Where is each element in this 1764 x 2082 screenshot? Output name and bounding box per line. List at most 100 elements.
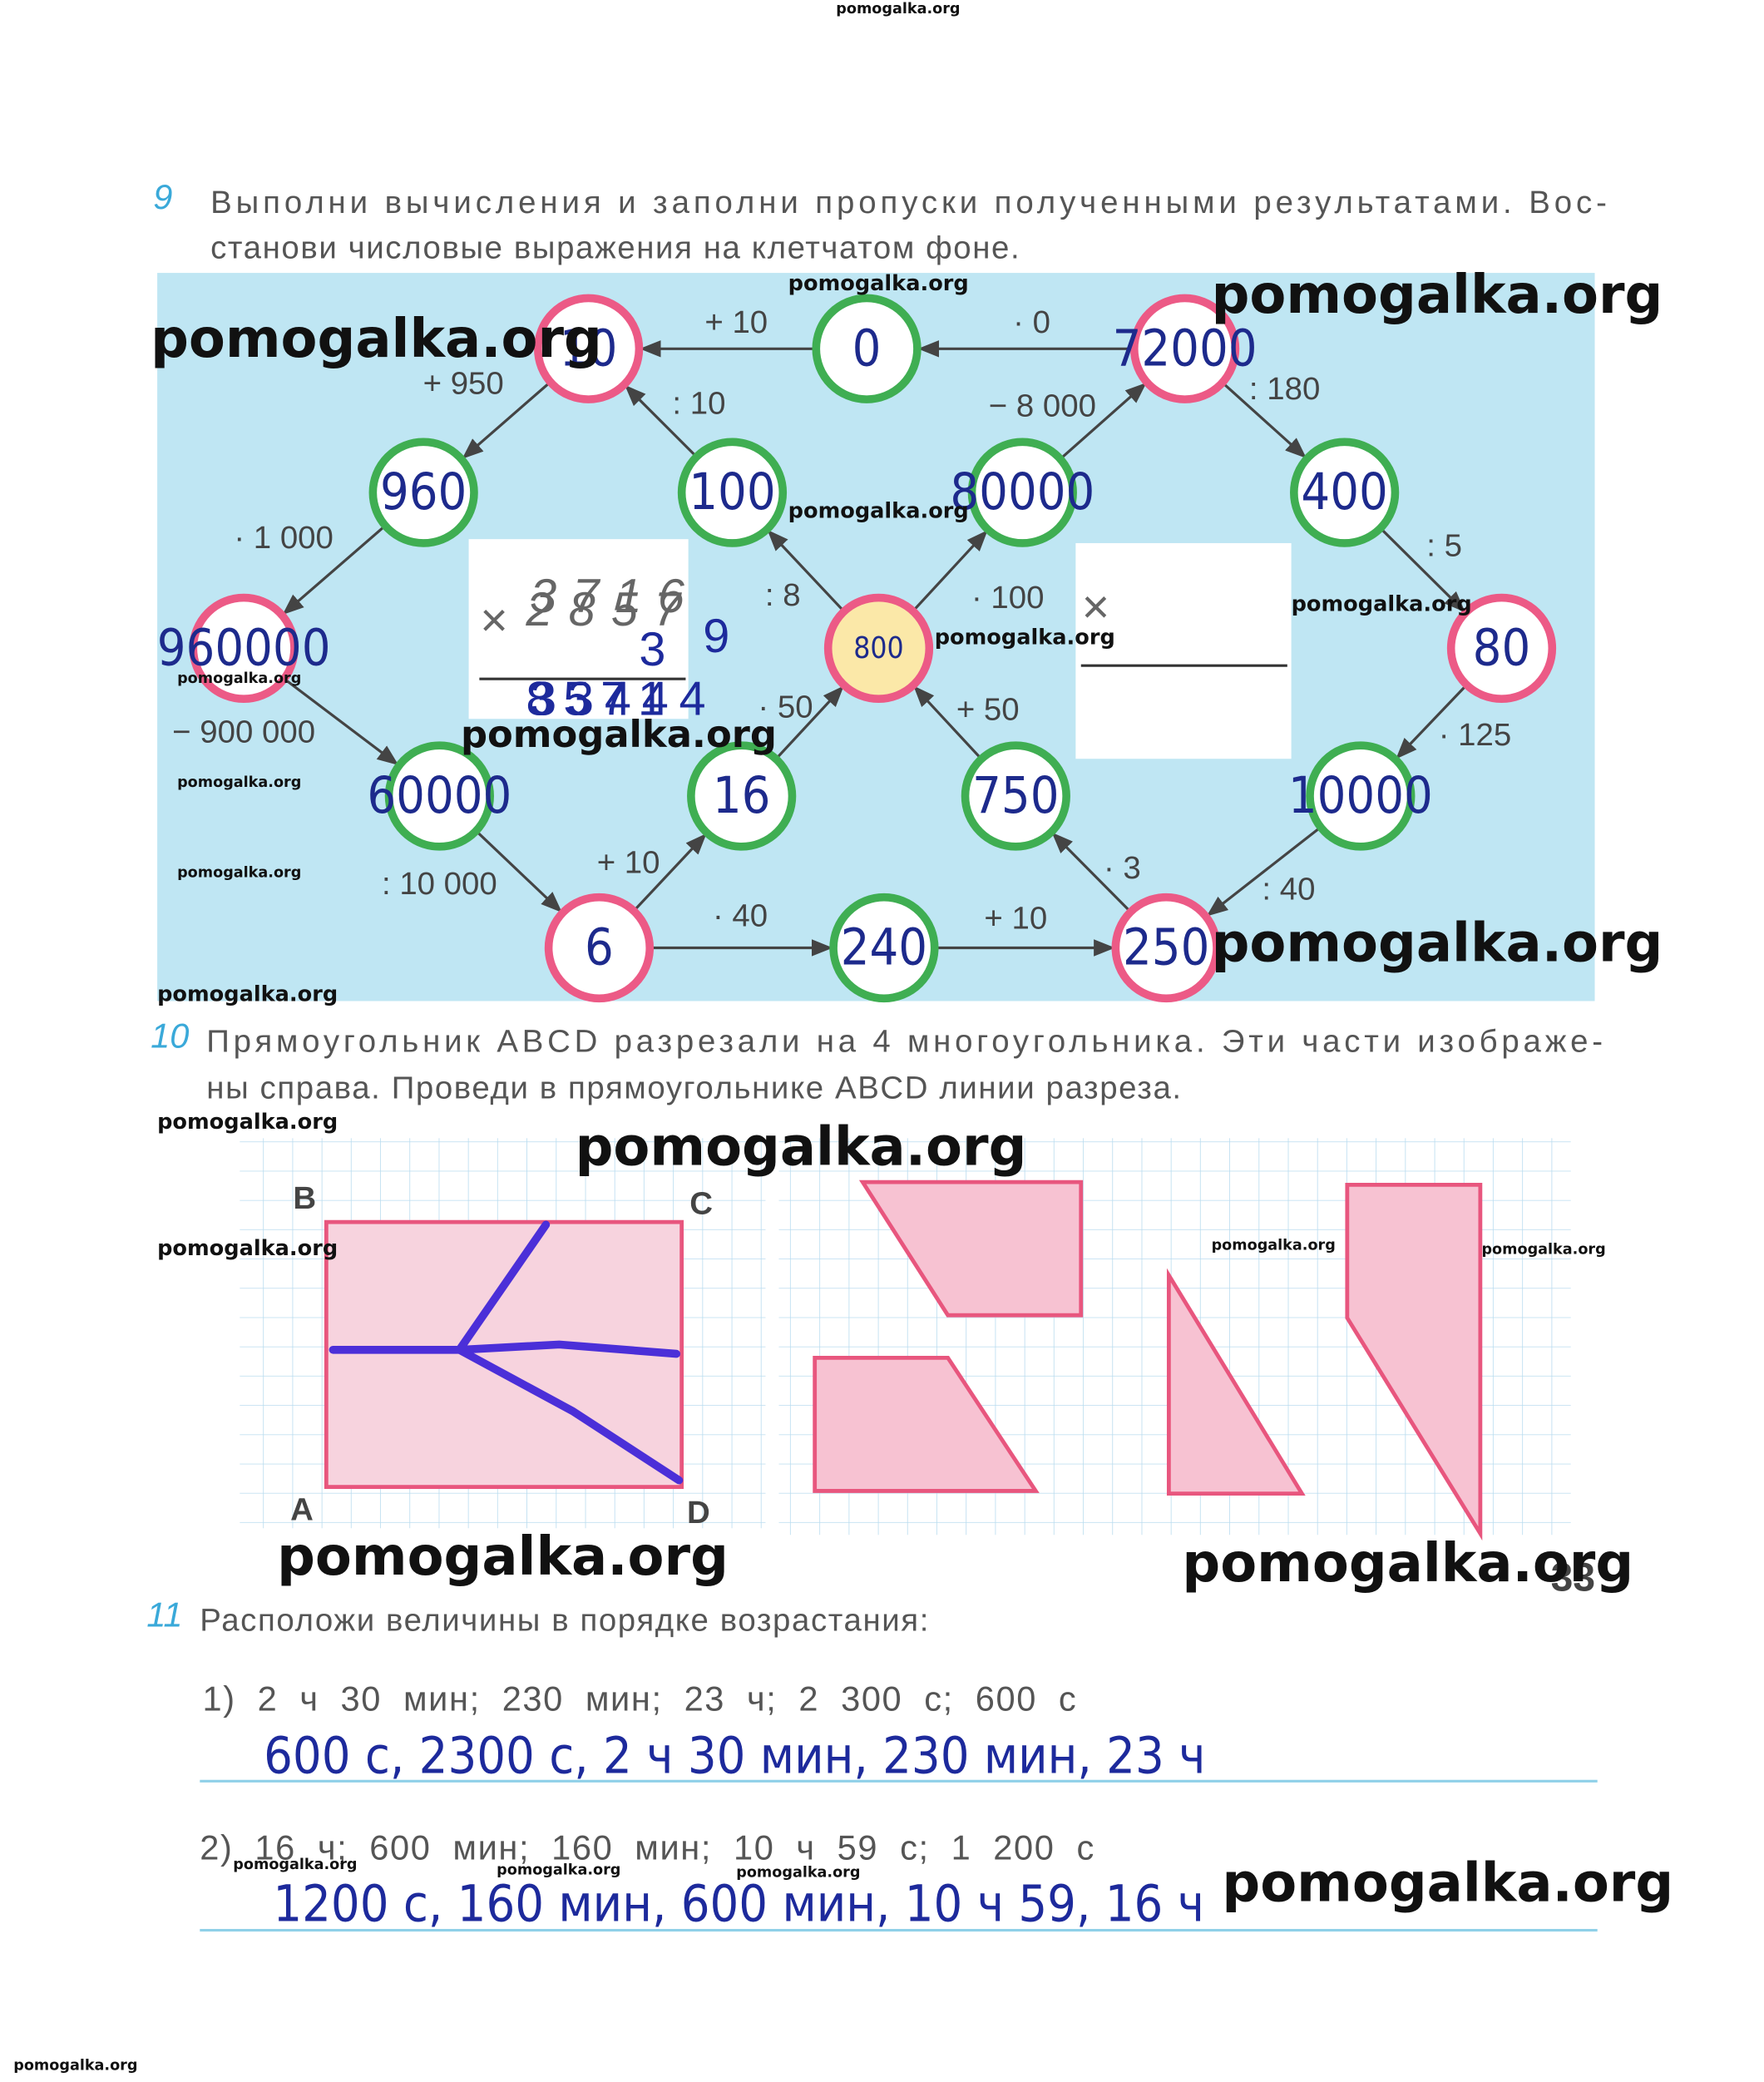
node-circle xyxy=(961,741,1070,851)
node-label: 960000 xyxy=(157,619,331,677)
node-circle xyxy=(1446,593,1557,704)
arrow xyxy=(625,384,698,458)
watermark: pomogalka.org xyxy=(157,1236,338,1261)
operation-label: : 8 xyxy=(765,577,801,613)
answer: 1200 с, 160 мин, 600 мин, 10 ч 59, 16 ч xyxy=(273,1875,1204,1933)
mult-sign: × xyxy=(479,594,507,647)
node-circle xyxy=(384,741,494,851)
watermark: pomogalka.org xyxy=(1182,1533,1633,1595)
operation-label: · 40 xyxy=(713,898,768,934)
arrow xyxy=(913,685,983,760)
watermark: pomogalka.org xyxy=(277,1526,729,1588)
watermark: pomogalka.org xyxy=(157,982,338,1006)
watermark: pomogalka.org xyxy=(177,865,301,882)
operation-label: : 180 xyxy=(1249,371,1320,407)
mult-factor: 3716 xyxy=(530,570,700,623)
operation-label: + 50 xyxy=(956,692,1020,728)
watermark: pomogalka.org xyxy=(788,499,969,524)
node-label: 400 xyxy=(1301,463,1387,522)
arrow xyxy=(632,833,707,912)
operation-label: · 50 xyxy=(758,689,813,724)
node-label: 60000 xyxy=(367,767,511,825)
arrow xyxy=(462,381,551,459)
operation-label: + 10 xyxy=(984,901,1047,937)
vertex-label: D xyxy=(687,1495,710,1531)
node-label: 80 xyxy=(1473,619,1531,677)
node-circle xyxy=(967,438,1077,547)
question: 2) 16 ч; 600 мин; 160 мин; 10 ч 59 с; 1 … xyxy=(200,1828,1095,1867)
operation-label: : 40 xyxy=(1262,872,1315,907)
operation-label: · 3 xyxy=(1104,850,1141,886)
mult-sign: × xyxy=(1081,581,1109,634)
watermark: pomogalka.org xyxy=(1212,912,1663,974)
task-text: станови числовые выражения на клетчатом … xyxy=(210,230,1020,265)
operation-label: · 1 000 xyxy=(234,520,334,556)
node-circle xyxy=(1129,294,1240,403)
mult-factor: 2857 xyxy=(525,583,696,636)
task-number: 9 xyxy=(153,177,172,216)
operation-label: + 950 xyxy=(423,365,504,401)
arrow xyxy=(475,829,562,913)
node-label: 800 xyxy=(853,631,903,665)
node-circle xyxy=(812,294,922,403)
vertex-label: C xyxy=(689,1186,713,1222)
node-circle xyxy=(189,593,299,704)
page-number: 33 xyxy=(1551,1555,1595,1600)
node-circle xyxy=(368,438,478,547)
operation-label: · 125 xyxy=(1439,717,1512,753)
watermark: pomogalka.org xyxy=(461,712,777,756)
calc-box xyxy=(468,539,689,720)
operation-label: : 10 000 xyxy=(382,866,497,902)
watermark: pomogalka.org xyxy=(576,1116,1027,1178)
node-label: 80000 xyxy=(950,463,1094,522)
node-circle xyxy=(1111,893,1221,1003)
pieces xyxy=(813,1179,1483,1541)
node-label: 6 xyxy=(585,918,614,977)
node-circle xyxy=(1306,741,1416,851)
task-text: Выполни вычисления и заполни пропуски по… xyxy=(210,185,1608,220)
operation-label: : 5 xyxy=(1426,528,1462,564)
node-circle xyxy=(823,593,934,704)
node-label: 750 xyxy=(972,767,1059,825)
watermark: pomogalka.org xyxy=(736,1865,860,1882)
operation-label: − 8 000 xyxy=(989,388,1096,424)
watermark: pomogalka.org xyxy=(497,1862,620,1878)
mult-factor: 9 xyxy=(703,610,729,663)
node-label: 0 xyxy=(852,319,882,378)
watermark: pomogalka.org xyxy=(157,1110,338,1135)
arrow xyxy=(282,524,387,616)
arrow xyxy=(283,677,399,765)
arrow xyxy=(1206,826,1322,917)
node-label: 240 xyxy=(841,918,927,977)
arrow xyxy=(1221,381,1307,459)
task-text: Прямоугольник ABCD разрезали на 4 многоу… xyxy=(206,1023,1603,1059)
operation-label: − 900 000 xyxy=(172,715,315,750)
watermark: pomogalka.org xyxy=(177,774,301,791)
node-label: 960 xyxy=(380,463,467,522)
watermark: pomogalka.org xyxy=(935,626,1115,650)
arrow xyxy=(774,685,844,760)
arrow xyxy=(767,529,846,613)
node-circle xyxy=(829,893,939,1003)
watermark: pomogalka.org xyxy=(13,2058,137,2075)
arrow xyxy=(1051,832,1132,913)
mult-result: 33444 xyxy=(530,672,716,725)
calc-box xyxy=(1075,542,1292,759)
task-text: ны справа. Проведи в прямоугольнике ABCD… xyxy=(206,1070,1182,1105)
watermark: pomogalka.org xyxy=(1292,592,1472,617)
mult-result: 8571 xyxy=(526,672,674,725)
question: 1) 2 ч 30 мин; 230 мин; 23 ч; 2 300 с; 6… xyxy=(203,1679,1078,1718)
answer: 600 с, 2300 с, 2 ч 30 мин, 230 мин, 23 ч xyxy=(264,1728,1205,1786)
operation-label: + 10 xyxy=(704,304,768,340)
arrow xyxy=(912,530,988,612)
operation-label: : 10 xyxy=(672,385,725,421)
node-circle xyxy=(544,893,655,1003)
watermark: pomogalka.org xyxy=(151,309,602,370)
vertex-label: B xyxy=(293,1180,316,1216)
node-label: 16 xyxy=(713,767,771,825)
cut-lines xyxy=(329,1220,684,1485)
node-label: 250 xyxy=(1123,918,1209,977)
arrow xyxy=(1379,527,1465,613)
